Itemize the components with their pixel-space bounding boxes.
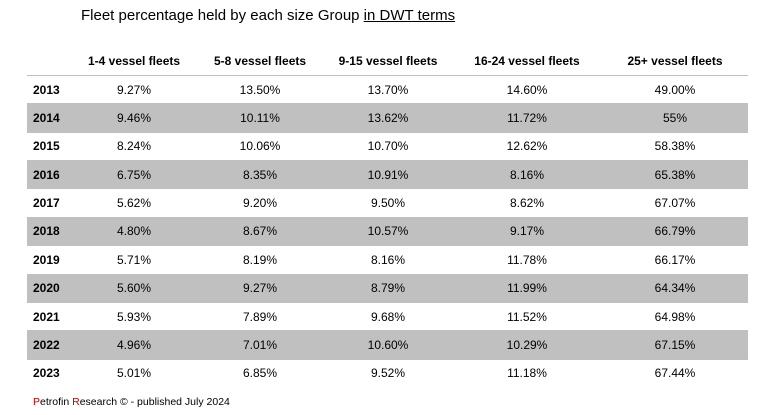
value-cell: 7.89% xyxy=(242,309,278,324)
value-cell: 11.72% xyxy=(507,111,547,126)
value-cell: 10.29% xyxy=(506,337,548,352)
year-cell: 2014 xyxy=(33,111,60,126)
year-cell: 2016 xyxy=(33,167,60,182)
value-cell: 11.99% xyxy=(507,281,547,296)
table-row: 2017 5.62% 9.20% 9.50% 8.62% 67.07% xyxy=(27,188,748,216)
footer-p-letter: P xyxy=(33,396,41,408)
title-underlined-text: in DWT terms xyxy=(363,7,456,24)
value-cell: 66.79% xyxy=(654,224,696,239)
value-cell: 9.27% xyxy=(116,82,152,97)
table-row: 2018 4.80% 8.67% 10.57% 9.17% 66.79% xyxy=(27,216,748,246)
fleet-percentage-table: 1-4 vessel fleets 5-8 vessel fleets 9-15… xyxy=(27,46,748,387)
value-cell: 14.60% xyxy=(506,82,548,97)
year-cell: 2013 xyxy=(33,82,60,97)
value-cell: 8.16% xyxy=(370,252,406,267)
table-row: 2016 6.75% 8.35% 10.91% 8.16% 65.38% xyxy=(27,160,748,189)
value-cell: 64.98% xyxy=(654,309,696,324)
value-cell: 12.62% xyxy=(506,139,548,154)
value-cell: 5.71% xyxy=(116,252,152,267)
year-cell: 2021 xyxy=(33,309,60,324)
table-row: 2021 5.93% 7.89% 9.68% 11.52% 64.98% xyxy=(27,301,748,330)
value-cell: 13.70% xyxy=(367,82,409,97)
value-cell: 58.38% xyxy=(654,139,696,154)
value-cell: 64.34% xyxy=(654,281,696,296)
value-cell: 5.62% xyxy=(116,196,152,211)
table-row: 2019 5.71% 8.19% 8.16% 11.78% 66.17% xyxy=(27,245,748,273)
header-16-24-vessel-fleets: 16-24 vessel fleets xyxy=(474,53,580,68)
year-cell: 2018 xyxy=(33,224,60,239)
value-cell: 10.91% xyxy=(367,167,409,182)
table-header-row: 1-4 vessel fleets 5-8 vessel fleets 9-15… xyxy=(27,46,748,75)
value-cell: 10.57% xyxy=(367,224,409,239)
value-cell: 9.68% xyxy=(370,309,406,324)
year-cell: 2023 xyxy=(33,366,60,381)
table-row: 2013 9.27% 13.50% 13.70% 14.60% 49.00% xyxy=(27,75,748,103)
value-cell: 55% xyxy=(662,111,688,126)
value-cell: 8.62% xyxy=(509,196,545,211)
value-cell: 8.24% xyxy=(116,139,152,154)
value-cell: 11.52% xyxy=(507,309,547,324)
value-cell: 9.46% xyxy=(116,111,152,126)
value-cell: 4.80% xyxy=(116,224,152,239)
table-row: 2022 4.96% 7.01% 10.60% 10.29% 67.15% xyxy=(27,330,748,359)
table-row: 2020 5.60% 9.27% 8.79% 11.99% 64.34% xyxy=(27,273,748,302)
value-cell: 5.60% xyxy=(116,281,152,296)
value-cell: 67.44% xyxy=(654,366,696,381)
value-cell: 9.17% xyxy=(509,224,545,239)
value-cell: 9.52% xyxy=(370,366,406,381)
header-1-4-vessel-fleets: 1-4 vessel fleets xyxy=(87,53,181,68)
year-cell: 2019 xyxy=(33,252,60,267)
value-cell: 10.70% xyxy=(367,139,409,154)
table-row: 2014 9.46% 10.11% 13.62% 11.72% 55% xyxy=(27,103,748,132)
value-cell: 8.35% xyxy=(242,167,278,182)
table-body: 2013 9.27% 13.50% 13.70% 14.60% 49.00% 2014 9.4… xyxy=(27,75,748,387)
footer-rest: esearch © - published July 2024 xyxy=(79,396,230,408)
value-cell: 10.06% xyxy=(239,139,281,154)
value-cell: 13.50% xyxy=(239,82,281,97)
header-9-15-vessel-fleets: 9-15 vessel fleets xyxy=(338,53,438,68)
value-cell: 9.20% xyxy=(242,196,278,211)
value-cell: 10.60% xyxy=(367,337,409,352)
value-cell: 65.38% xyxy=(654,167,696,182)
page-title: Fleet percentage held by each size Group… xyxy=(81,7,455,24)
footer-credit: Petrofin Research © - published July 202… xyxy=(33,396,230,408)
value-cell: 11.78% xyxy=(507,252,547,267)
value-cell: 49.00% xyxy=(654,82,696,97)
value-cell: 8.67% xyxy=(242,224,278,239)
value-cell: 4.96% xyxy=(116,337,152,352)
value-cell: 6.75% xyxy=(116,167,152,182)
value-cell: 5.01% xyxy=(116,366,152,381)
year-cell: 2022 xyxy=(33,337,60,352)
year-cell: 2020 xyxy=(33,281,60,296)
header-5-8-vessel-fleets: 5-8 vessel fleets xyxy=(213,53,307,68)
table-row: 2015 8.24% 10.06% 10.70% 12.62% 58.38% xyxy=(27,131,748,160)
year-cell: 2015 xyxy=(33,139,60,154)
value-cell: 67.07% xyxy=(654,196,696,211)
footer-etrofin: etrofin xyxy=(40,396,73,408)
value-cell: 8.79% xyxy=(370,281,406,296)
value-cell: 6.85% xyxy=(242,366,278,381)
value-cell: 9.50% xyxy=(370,196,406,211)
value-cell: 9.27% xyxy=(242,281,278,296)
value-cell: 13.62% xyxy=(367,111,409,126)
footer-r-letter: R xyxy=(72,396,80,408)
year-cell: 2017 xyxy=(33,196,60,211)
value-cell: 7.01% xyxy=(242,337,278,352)
value-cell: 5.93% xyxy=(116,309,152,324)
value-cell: 8.19% xyxy=(242,252,278,267)
table-row: 2023 5.01% 6.85% 9.52% 11.18% 67.44% xyxy=(27,358,748,387)
header-25-plus-vessel-fleets: 25+ vessel fleets xyxy=(627,53,723,68)
value-cell: 67.15% xyxy=(654,337,696,352)
value-cell: 11.18% xyxy=(507,366,547,381)
value-cell: 8.16% xyxy=(509,167,545,182)
title-text: Fleet percentage held by each size Group xyxy=(81,7,364,24)
value-cell: 10.11% xyxy=(240,111,280,126)
value-cell: 66.17% xyxy=(654,252,696,267)
